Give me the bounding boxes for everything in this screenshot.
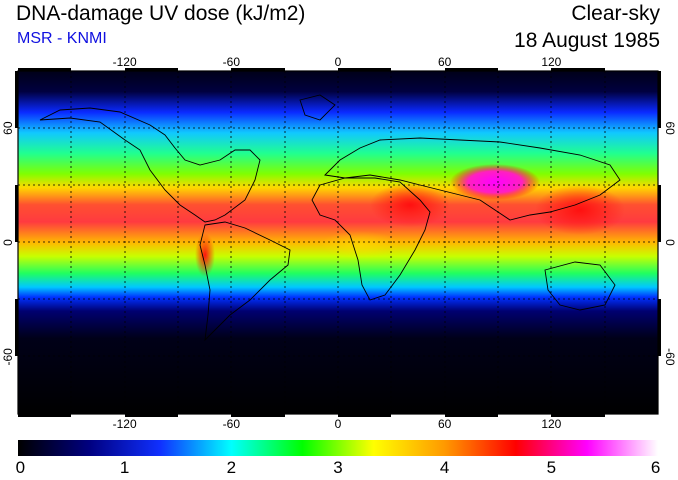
colorbar-tick-label: 0 (15, 458, 26, 477)
lon-tick-label-bottom: 0 (335, 417, 342, 431)
atlantic-cool-patch (320, 231, 400, 259)
lat-tick-label-right: 60 (663, 121, 677, 135)
africa-outline (311, 177, 431, 301)
colorbar-tick-label: 3 (333, 458, 343, 477)
map-title: DNA-damage UV dose (kJ/m2) (16, 2, 306, 25)
australia-outline (544, 261, 616, 311)
colorbar (18, 440, 658, 456)
africa-hotspot (370, 183, 450, 227)
colorbar-tick-label: 1 (119, 458, 130, 477)
lat-tick-label-left: 60 (1, 121, 15, 135)
andes-hotspot (195, 233, 215, 277)
south-america-outline (199, 221, 291, 342)
colorbar-tick-label: 4 (439, 458, 450, 477)
credit-label: MSR - KNMI (17, 30, 107, 47)
lat-tick-label-left: -60 (1, 348, 15, 366)
lon-tick-label-bottom: -120 (113, 417, 137, 431)
sky-condition-label: Clear-sky (571, 2, 660, 25)
longitude-ticks-bottom: -120 -60 0 60 120 (113, 417, 562, 431)
colorbar-tick-label: 2 (226, 458, 237, 477)
lon-tick-label-bottom: 60 (438, 417, 452, 431)
lat-tick-label-left: 0 (1, 239, 15, 246)
graticule (18, 71, 658, 414)
colorbar-tick-label: 5 (546, 458, 557, 477)
lon-tick-label-top: 0 (335, 55, 342, 69)
longitude-ticks-top: -120 -60 0 60 120 (113, 55, 562, 69)
lon-tick-label-bottom: 120 (541, 417, 561, 431)
frame-ticks (15, 68, 661, 417)
greenland-outline (299, 94, 336, 121)
asia-pacific-hotspot (535, 185, 625, 235)
lon-tick-label-top: -120 (113, 55, 137, 69)
lon-tick-label-top: 120 (541, 55, 561, 69)
colorbar-tick-label: 6 (650, 458, 661, 477)
latitude-ticks-left: 60 0 -60 (1, 121, 15, 365)
lat-tick-label-right: -60 (663, 348, 677, 366)
date-label: 18 August 1985 (514, 29, 660, 52)
tibet-peak (450, 164, 540, 200)
lon-tick-label-top: 60 (438, 55, 452, 69)
lon-tick-label-top: -60 (223, 55, 241, 69)
lon-tick-label-bottom: -60 (223, 417, 241, 431)
latitude-ticks-right: 60 0 -60 (663, 121, 677, 365)
lat-tick-label-right: 0 (663, 239, 677, 246)
